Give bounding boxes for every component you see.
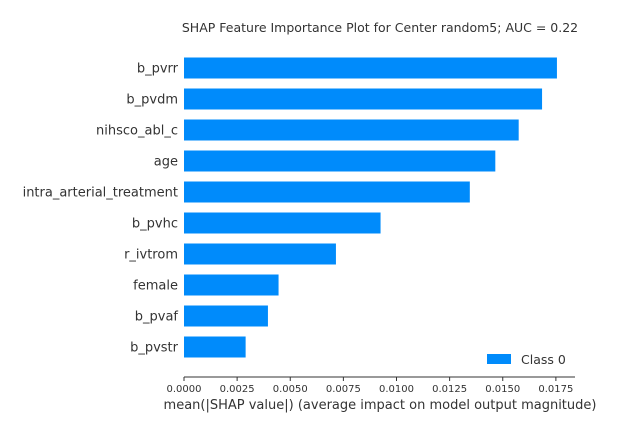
category-label: b_pvhc xyxy=(132,217,178,232)
category-label: b_pvdm xyxy=(126,93,178,108)
x-tick-label: 0.0050 xyxy=(273,384,308,395)
legend-swatch xyxy=(487,354,511,364)
bar-b_pvrr xyxy=(184,57,557,79)
category-label: female xyxy=(133,279,178,294)
x-tick-label: 0.0175 xyxy=(538,384,573,395)
legend-label-class-0: Class 0 xyxy=(521,352,566,367)
x-tick-label: 0.0125 xyxy=(432,384,467,395)
x-tick-label: 0.0025 xyxy=(220,384,255,395)
x-axis-label: mean(|SHAP value|) (average impact on mo… xyxy=(164,398,597,413)
x-tick-label: 0.0150 xyxy=(485,384,520,395)
legend: Class 0 xyxy=(487,352,566,367)
category-label: intra_arterial_treatment xyxy=(23,186,178,201)
x-tick-label: 0.0100 xyxy=(379,384,414,395)
category-label: b_pvaf xyxy=(135,310,179,325)
bar-r_ivtrom xyxy=(184,243,336,265)
x-ticks: 0.0000 0.0025 0.0050 0.0075 0.0100 0.0125 0.01… xyxy=(167,377,573,395)
bar-b_pvaf xyxy=(184,305,268,327)
bar-female xyxy=(184,274,279,296)
bars-group xyxy=(184,57,557,358)
bar-b_pvhc xyxy=(184,212,381,234)
bar-b_pvstr xyxy=(184,336,246,358)
bar-age xyxy=(184,150,496,172)
category-label: r_ivtrom xyxy=(124,248,178,263)
bar-nihsco_abl_c xyxy=(184,119,519,141)
bar-intra_arterial_treatment xyxy=(184,181,470,203)
bar-b_pvdm xyxy=(184,88,543,110)
category-label: nihsco_abl_c xyxy=(96,124,178,139)
category-label: b_pvstr xyxy=(130,341,179,356)
category-label: age xyxy=(154,155,178,170)
x-tick-label: 0.0075 xyxy=(326,384,361,395)
x-tick-label: 0.0000 xyxy=(167,384,202,395)
category-label: b_pvrr xyxy=(137,62,179,77)
chart-title: SHAP Feature Importance Plot for Center … xyxy=(182,20,578,35)
